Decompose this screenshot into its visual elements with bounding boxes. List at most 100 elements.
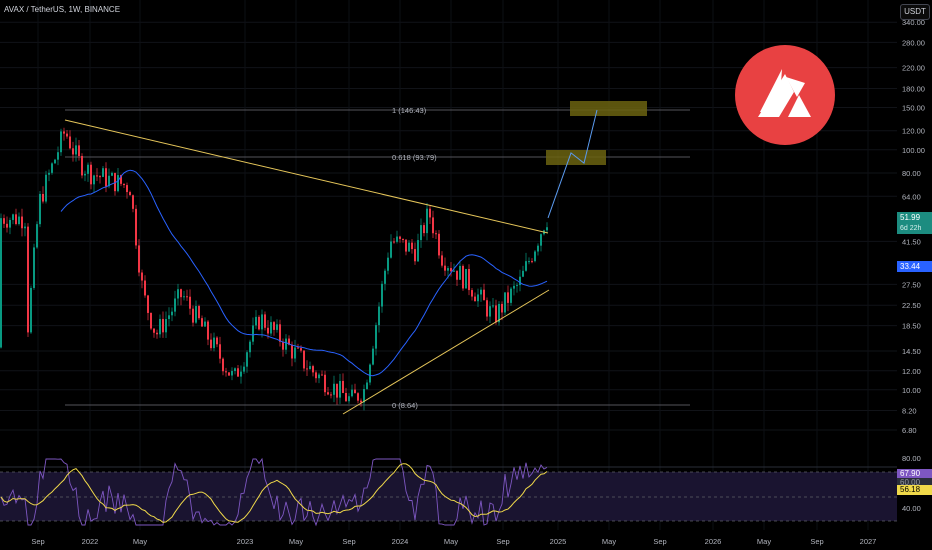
candle-body [384, 270, 386, 284]
candle-body [420, 225, 422, 241]
candle-body [504, 292, 506, 313]
candle-body [363, 389, 365, 403]
candle-body [393, 241, 395, 243]
candle-body [255, 316, 257, 326]
rsi-axis-label: 40.00 [902, 504, 921, 513]
candle-body [447, 268, 449, 271]
time-axis-label: Sep [496, 537, 509, 546]
price-axis-label: 6.80 [902, 426, 917, 435]
candle-body [267, 327, 269, 334]
candle-body [6, 223, 8, 228]
candle-body [354, 389, 356, 394]
time-axis-label: May [757, 537, 771, 546]
candle-body [327, 392, 329, 395]
candle-body [444, 265, 446, 271]
candle-body [501, 303, 503, 313]
candle-body [186, 296, 188, 298]
candle-body [321, 374, 323, 376]
candle-body [114, 172, 116, 192]
candle-body [66, 133, 68, 137]
candle-body [150, 312, 152, 329]
candle-body [201, 318, 203, 327]
candle-body [474, 296, 476, 302]
candle-body [216, 337, 218, 345]
candle-body [240, 371, 242, 377]
last-price-value: 51.99 [900, 213, 921, 222]
candle-body [339, 380, 341, 398]
candle-body [63, 131, 65, 134]
candle-body [294, 347, 296, 359]
candle-body [273, 322, 275, 330]
candle-body [468, 268, 470, 291]
candle-body [141, 272, 143, 281]
candle-body [21, 216, 23, 229]
candle-body [510, 288, 512, 303]
target-boxes [546, 101, 647, 165]
moving-average-line [60, 169, 548, 377]
candle-body [30, 287, 32, 333]
time-axis-label: Sep [342, 537, 355, 546]
candle-body [198, 306, 200, 319]
candle-body [147, 295, 149, 313]
time-axis-label: 2022 [82, 537, 99, 546]
candle-body [525, 261, 527, 271]
candle-body [192, 308, 194, 323]
time-axis-label: Sep [653, 537, 666, 546]
candle-body [0, 218, 2, 348]
candle-body [165, 319, 167, 333]
candle-body [270, 322, 272, 334]
candle-body [432, 217, 434, 234]
candle-body [168, 315, 170, 320]
candle-body [513, 285, 515, 289]
candle-body [126, 185, 128, 193]
candle-body [303, 350, 305, 369]
candle-body [57, 152, 59, 160]
candle-body [123, 183, 125, 186]
candle-body [348, 396, 350, 402]
candle-body [135, 208, 137, 246]
candle-body [381, 283, 383, 307]
bar-countdown: 6d 22h [900, 225, 922, 232]
candle-body [96, 175, 98, 177]
rsi-hidden-tag: 60.00 [897, 478, 932, 487]
price-axis-label: 14.50 [902, 347, 921, 356]
time-axis-label: May [602, 537, 616, 546]
candle-body [369, 364, 371, 383]
candle-body [234, 368, 236, 371]
avalanche-logo-icon [735, 45, 835, 145]
price-axis-label: 18.50 [902, 322, 921, 331]
time-axis-label: May [289, 537, 303, 546]
candle-body [72, 148, 74, 155]
time-axis-label: May [133, 537, 147, 546]
rsi-value-tag: 67.90 [897, 469, 932, 479]
candle-body [375, 325, 377, 349]
candle-body [102, 168, 104, 177]
candle-body [228, 372, 230, 376]
candle-body [372, 348, 374, 365]
candle-body [540, 234, 542, 246]
candle-body [426, 208, 428, 234]
candle-body [291, 344, 293, 359]
chart-title: AVAX / TetherUS, 1W, BINANCE [4, 5, 121, 14]
fib-label-0618: 0.618 (93.79) [392, 153, 437, 162]
candle-body [522, 270, 524, 277]
candlestick-series [0, 127, 548, 411]
time-axis-label: 2026 [705, 537, 722, 546]
candle-body [108, 175, 110, 187]
candle-body [282, 341, 284, 350]
candle-body [219, 344, 221, 359]
candle-body [246, 352, 248, 367]
fib-label-1: 1 (146.43) [392, 106, 427, 115]
candle-body [93, 175, 95, 185]
candle-body [492, 305, 494, 307]
candle-body [18, 216, 20, 225]
candle-body [258, 316, 260, 330]
candle-body [9, 219, 11, 228]
currency-button[interactable]: USDT [900, 4, 930, 20]
candle-body [129, 192, 131, 196]
candle-body [387, 257, 389, 271]
candle-body [138, 245, 140, 273]
price-axis-label: 220.00 [902, 64, 925, 73]
candle-body [189, 296, 191, 309]
